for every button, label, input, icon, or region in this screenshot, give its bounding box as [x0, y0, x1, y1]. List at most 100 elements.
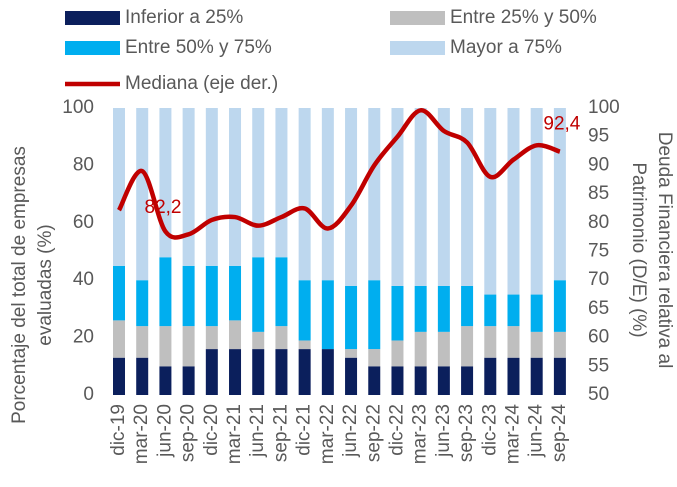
- x-tick-label: mar-21: [224, 404, 245, 464]
- legend-label: Mayor a 75%: [450, 37, 562, 58]
- bar-segment: [275, 349, 288, 395]
- legend-label: Entre 50% y 75%: [125, 37, 272, 58]
- x-tick-label: sep-23: [456, 404, 477, 462]
- bar-segment: [321, 108, 334, 281]
- x-tick-label: dic-20: [201, 404, 222, 456]
- bar-segment: [182, 326, 195, 367]
- bar-segment: [159, 326, 172, 367]
- x-tick-label: jun-23: [433, 404, 454, 458]
- y2-tick-label: 60: [588, 327, 609, 348]
- bar-segment: [205, 265, 218, 327]
- y-axis-title: evaluadas (%): [35, 224, 56, 345]
- y-tick-label: 40: [73, 269, 94, 290]
- x-tick-label: dic-21: [294, 404, 315, 456]
- x-tick-label: sep-22: [363, 404, 384, 462]
- bar-segment: [275, 108, 288, 258]
- legend-swatch: [390, 11, 445, 25]
- x-tick-label: dic-22: [386, 404, 407, 456]
- bar-segment: [461, 366, 474, 395]
- bar-segment: [530, 294, 543, 332]
- bar-segment: [298, 108, 311, 281]
- y-tick-label: 60: [73, 212, 94, 233]
- bar-segment: [507, 294, 520, 327]
- x-tick-label: mar-20: [131, 404, 152, 464]
- bar-segment: [368, 366, 381, 395]
- y2-tick-label: 50: [588, 384, 609, 405]
- bar-segment: [136, 357, 149, 395]
- legend-swatch: [65, 11, 120, 25]
- bar-segment: [437, 366, 450, 395]
- bar-segment: [205, 108, 218, 266]
- bar-segment: [182, 366, 195, 395]
- value-label: 82,2: [145, 197, 182, 218]
- x-tick-label: mar-24: [503, 404, 524, 465]
- bar-segment: [205, 326, 218, 350]
- bar-segment: [275, 326, 288, 350]
- bar-segment: [391, 285, 404, 341]
- bar-segment: [484, 357, 497, 395]
- bar-segment: [461, 285, 474, 327]
- bar-segment: [252, 331, 265, 350]
- legend-label: Mediana (eje der.): [125, 73, 278, 94]
- bar-segment: [484, 326, 497, 358]
- bar-segment: [553, 280, 566, 332]
- y-tick-label: 20: [73, 327, 94, 348]
- y2-tick-label: 100: [588, 97, 620, 118]
- bar-segment: [136, 108, 149, 281]
- bar-segment: [113, 108, 126, 266]
- y-tick-label: 0: [83, 384, 94, 405]
- y2-axis-title: Patrimonio (D/E) (%): [628, 162, 649, 337]
- bar-segment: [298, 280, 311, 341]
- y-tick-label: 80: [73, 154, 94, 175]
- bar-segment: [159, 257, 172, 327]
- x-tick-label: dic-19: [108, 404, 129, 456]
- bar-segment: [229, 108, 242, 266]
- bar-segment: [553, 357, 566, 395]
- x-tick-label: jun-22: [340, 404, 361, 458]
- y-tick-label: 100: [62, 97, 94, 118]
- x-tick-label: jun-21: [247, 404, 268, 458]
- y2-axis-title: Deuda Financiera relativa al: [654, 132, 675, 369]
- bar-segment: [113, 357, 126, 395]
- bar-segment: [553, 331, 566, 358]
- x-tick-label: jun-24: [526, 404, 547, 458]
- bar-segment: [391, 366, 404, 395]
- y2-tick-label: 55: [588, 355, 609, 376]
- x-tick-label: dic-23: [479, 404, 500, 456]
- x-tick-label: jun-20: [154, 404, 175, 458]
- bar-segment: [461, 326, 474, 367]
- median-line: [116, 108, 561, 240]
- bar-segment: [321, 280, 334, 350]
- bar-segment: [182, 108, 195, 266]
- legend-label: Inferior a 25%: [125, 7, 243, 28]
- bar-segment: [113, 320, 126, 358]
- y2-tick-label: 90: [588, 154, 609, 175]
- bar-segment: [229, 320, 242, 350]
- bar-segment: [530, 108, 543, 295]
- bar-segment: [437, 108, 450, 286]
- x-tick-label: mar-23: [410, 404, 431, 464]
- bar-segment: [182, 265, 195, 327]
- bar-segment: [414, 331, 427, 367]
- bar-segment: [391, 108, 404, 286]
- y-axis-title: Porcentaje del total de empresas: [9, 146, 30, 424]
- bar-segment: [252, 257, 265, 332]
- bar-segment: [414, 108, 427, 286]
- bar-segment: [321, 349, 334, 395]
- bar-segment: [345, 349, 358, 358]
- legend-label: Entre 25% y 50%: [450, 7, 597, 28]
- bar-segment: [113, 265, 126, 321]
- x-tick-label: sep-24: [549, 404, 570, 463]
- bar-segment: [414, 285, 427, 332]
- bar-segment: [484, 108, 497, 295]
- bar-segment: [368, 349, 381, 367]
- bar-segment: [298, 340, 311, 350]
- x-tick-label: sep-20: [178, 404, 199, 462]
- bar-segment: [252, 108, 265, 258]
- bar-segment: [437, 331, 450, 367]
- x-tick-label: sep-21: [270, 404, 291, 462]
- bar-segment: [345, 108, 358, 286]
- bar-segment: [368, 108, 381, 281]
- legend-swatch: [65, 41, 120, 55]
